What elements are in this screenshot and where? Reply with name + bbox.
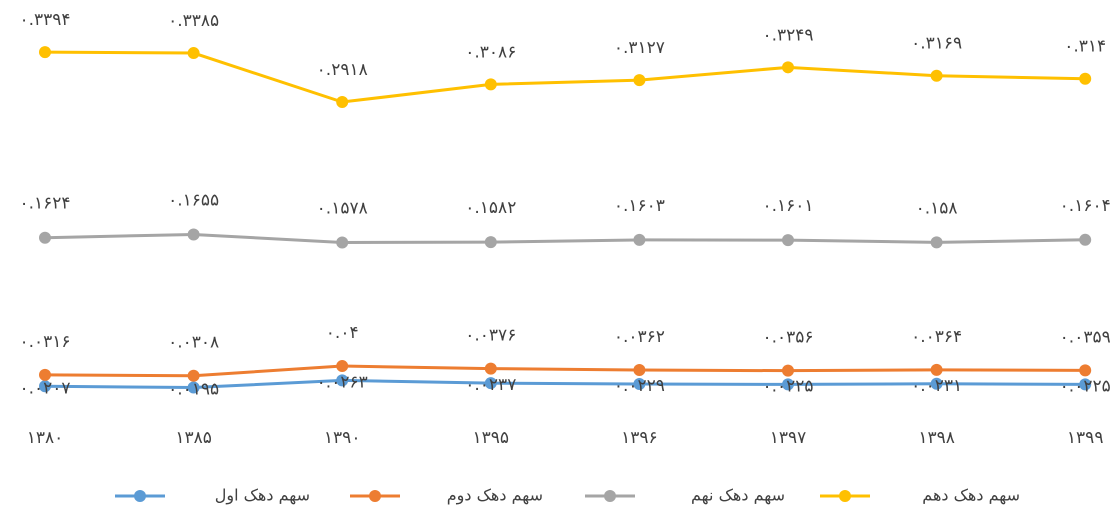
- data-label: ۰.۰۴: [326, 323, 359, 343]
- point: [1079, 364, 1092, 377]
- data-label: ۰.۰۲۰۷: [19, 378, 70, 398]
- data-label: ۰.۱۶۰۴: [1060, 196, 1111, 216]
- data-label: ۰.۳۱۶۹: [911, 34, 962, 54]
- point: [1079, 72, 1092, 85]
- data-label: ۰.۰۲۲۵: [762, 376, 813, 396]
- point: [39, 231, 51, 244]
- data-label: ۰.۰۲۳۱: [911, 376, 962, 396]
- point: [336, 374, 349, 387]
- legend-label: سهم دهک دوم: [447, 486, 543, 506]
- point: [633, 233, 646, 246]
- point: [336, 360, 349, 373]
- point: [930, 363, 943, 376]
- data-label: ۰.۱۵۷۸: [317, 199, 368, 219]
- point: [484, 362, 497, 375]
- data-label: ۰.۰۲۳۷: [465, 375, 516, 395]
- data-label: ۰.۱۶۵۵: [168, 190, 219, 210]
- point: [187, 381, 200, 394]
- point: [187, 47, 200, 60]
- data-label: ۰.۱۶۰۱: [762, 196, 813, 216]
- point: [633, 364, 646, 377]
- legend-marker: [839, 490, 851, 502]
- data-label: ۰.۰۳۶۴: [911, 327, 962, 347]
- point: [782, 364, 794, 377]
- data-label: ۰.۰۳۱۶: [19, 332, 70, 352]
- point: [930, 236, 943, 249]
- data-label: ۰.۰۱۹۵: [168, 380, 219, 400]
- data-label: ۰.۰۳۰۸: [168, 333, 219, 353]
- data-label: ۰.۰۲۲۵: [1060, 376, 1111, 396]
- data-label: ۰.۰۲۲۹: [614, 376, 665, 396]
- data-label: ۰.۱۶۲۴: [19, 194, 70, 214]
- x-tick-label: ۱۳۹۹: [1067, 428, 1104, 448]
- data-label: ۰.۱۵۸: [916, 198, 958, 218]
- point: [484, 236, 497, 249]
- x-tick-label: ۱۳۹۶: [621, 428, 658, 448]
- data-label: ۰.۱۵۸۲: [465, 198, 516, 218]
- x-tick-label: ۱۳۸۵: [175, 428, 212, 448]
- point: [930, 377, 943, 390]
- point: [484, 78, 497, 91]
- point: [187, 228, 200, 241]
- point: [39, 380, 51, 393]
- data-label: ۰.۰۲۶۳: [317, 372, 368, 392]
- x-tick-label: ۱۳۹۸: [918, 428, 955, 448]
- point: [1079, 378, 1092, 391]
- data-label: ۰.۲۹۱۸: [317, 60, 368, 80]
- data-label: ۰.۰۳۵۹: [1060, 327, 1111, 347]
- point: [633, 377, 646, 390]
- data-label: ۰.۳۳۸۵: [168, 11, 219, 31]
- data-label: ۰.۳۰۸۶: [465, 42, 516, 62]
- point: [187, 369, 200, 382]
- point: [484, 377, 497, 390]
- point: [39, 46, 51, 59]
- x-tick-label: ۱۳۹۵: [473, 428, 510, 448]
- data-label: ۰.۰۳۷۶: [465, 326, 516, 346]
- series-line: [44, 364, 1086, 378]
- series-line: [44, 378, 1086, 390]
- legend-label: سهم دهک نهم: [691, 486, 785, 506]
- point: [1079, 233, 1092, 246]
- data-label: ۰.۳۱۴: [1064, 37, 1106, 57]
- point: [782, 378, 794, 391]
- point: [39, 368, 51, 381]
- series-line: [44, 50, 1086, 104]
- data-label: ۰.۳۳۹۴: [19, 10, 70, 30]
- legend-marker: [604, 490, 616, 502]
- data-label: ۰.۰۳۵۶: [762, 328, 813, 348]
- x-tick-label: ۱۳۹۰: [324, 428, 361, 448]
- data-label: ۰.۱۶۰۳: [614, 196, 665, 216]
- data-label: ۰.۳۱۲۷: [614, 38, 665, 58]
- data-label: ۰.۳۲۴۹: [762, 25, 813, 45]
- point: [336, 236, 349, 249]
- legend-label: سهم دهک دهم: [922, 486, 1020, 506]
- legend-marker: [134, 490, 146, 502]
- series-line: [44, 232, 1086, 245]
- data-label: ۰.۰۳۶۲: [614, 327, 665, 347]
- point: [782, 234, 794, 247]
- x-tick-label: ۱۳۸۰: [27, 428, 64, 448]
- legend-marker: [369, 490, 381, 502]
- point: [633, 74, 646, 87]
- point: [782, 61, 794, 74]
- legend-label: سهم دهک اول: [215, 486, 310, 506]
- point: [336, 96, 349, 109]
- x-tick-label: ۱۳۹۷: [770, 428, 807, 448]
- point: [930, 69, 943, 82]
